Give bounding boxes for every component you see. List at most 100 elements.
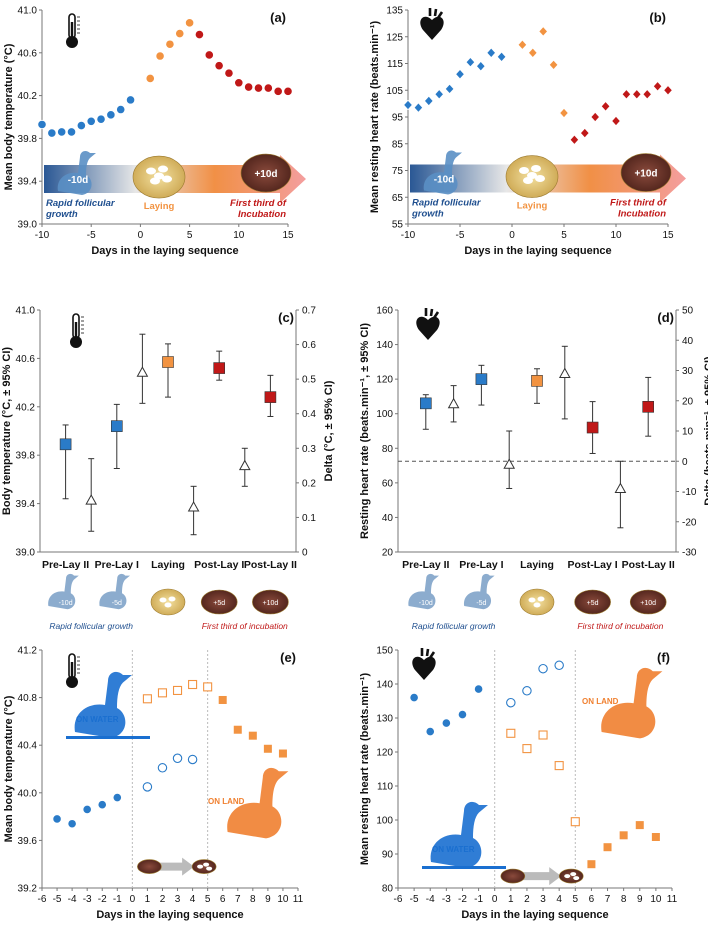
- y-tick-label: 140: [376, 340, 393, 351]
- goose-body: [423, 150, 462, 195]
- egg: [531, 165, 541, 173]
- day-offset-label: +10d: [640, 600, 656, 607]
- data-point: [165, 39, 175, 49]
- x-tick-label: -6: [394, 894, 403, 905]
- goose-icon: [74, 671, 132, 738]
- y-tick-label: 40.4: [18, 741, 38, 752]
- y2-tick-label: -20: [682, 517, 697, 528]
- day-offset-label: +5d: [587, 600, 599, 607]
- mean-point: [475, 373, 488, 385]
- goose-body: [57, 150, 96, 196]
- data-point: [455, 69, 465, 80]
- incubating-goose-icon: [252, 589, 289, 615]
- on-land-label: ON LAND: [208, 797, 245, 806]
- data-point: [621, 89, 632, 100]
- egg: [197, 864, 204, 869]
- data-point: [253, 83, 264, 93]
- x-tick-label: 5: [573, 894, 579, 905]
- data-point: [155, 51, 165, 61]
- data-point: [457, 709, 468, 720]
- mean-point: [419, 397, 432, 410]
- pre-phase-label: Rapid follicular: [46, 198, 116, 209]
- x-tick-label: 0: [138, 230, 144, 241]
- data-point: [522, 686, 532, 696]
- y2-tick-label: 0.6: [302, 340, 316, 351]
- y-tick-label: 39.0: [16, 548, 36, 559]
- category-label: Post-Lay II: [244, 559, 297, 571]
- egg: [164, 602, 172, 608]
- data-point: [424, 95, 434, 106]
- thermometer-icon: [66, 13, 80, 48]
- data-point: [157, 763, 168, 773]
- egg: [158, 165, 168, 173]
- x-tick-label: 2: [524, 894, 530, 905]
- data-point: [580, 128, 590, 139]
- x-tick-label: -6: [38, 894, 47, 905]
- y-tick-label: 40: [382, 513, 394, 524]
- data-point: [611, 115, 621, 127]
- data-point: [632, 89, 642, 100]
- x-tick-label: -1: [474, 894, 483, 905]
- delta-point: [136, 366, 149, 377]
- data-point: [175, 28, 185, 39]
- heart-shape: [420, 16, 444, 40]
- data-point: [548, 59, 559, 70]
- x-tick-label: -5: [456, 230, 465, 241]
- delta-point: [85, 494, 98, 505]
- data-point: [413, 102, 424, 113]
- goose-icon: [408, 573, 439, 610]
- data-point: [517, 39, 528, 50]
- x-tick-label: 11: [293, 894, 304, 905]
- goose-body: [227, 767, 289, 839]
- data-point: [203, 682, 213, 692]
- goose-body: [74, 671, 132, 738]
- delta-point: [187, 501, 200, 512]
- egg: [162, 175, 172, 183]
- heart-icon: [412, 648, 436, 680]
- goose-icon: [430, 801, 488, 868]
- footer-pre-label: Rapid follicular growth: [49, 621, 133, 631]
- y-tick-label: 40.6: [16, 354, 36, 365]
- y-tick-label: 39.4: [16, 499, 36, 510]
- data-point: [57, 127, 67, 137]
- goose-icon: [423, 150, 462, 195]
- panel-label: (a): [270, 10, 286, 25]
- incubating-goose-icon-body: [200, 589, 238, 615]
- chart-0: 39.0 39.4 39.8 40.2 40.6 41.0 Mean body temper…: [3, 6, 306, 257]
- y-tick-label: 55: [392, 220, 404, 231]
- y-tick-label: 40.2: [16, 402, 36, 413]
- x-tick-label: -10: [35, 230, 50, 241]
- y-tick-label: 39.6: [18, 836, 38, 847]
- x-tick-label: -1: [113, 894, 122, 905]
- y-tick-label: 39.8: [18, 134, 38, 145]
- pre-phase-label-2: growth: [45, 209, 78, 220]
- data-point: [218, 695, 227, 704]
- mean-point: [59, 438, 72, 451]
- x-tick-label: -5: [410, 894, 419, 905]
- x-tick-label: 5: [205, 894, 211, 905]
- mean-point: [111, 420, 123, 432]
- data-point: [486, 47, 496, 58]
- x-tick-label: 11: [667, 894, 678, 905]
- post-days-label: +10d: [254, 169, 277, 180]
- y2-tick-label: 50: [682, 306, 694, 317]
- goose-body: [99, 573, 130, 610]
- laying-nest-icon-body: [150, 588, 186, 616]
- category-label: Post-Lay I: [568, 559, 618, 571]
- data-point: [273, 86, 283, 96]
- data-point: [528, 47, 538, 58]
- y-tick-label: 39.4: [18, 177, 38, 188]
- x-tick-label: -3: [83, 894, 92, 905]
- x-tick-label: 6: [220, 894, 226, 905]
- y-tick-label: 39.2: [18, 884, 38, 895]
- incubating-goose-icon-body: [629, 589, 667, 615]
- egg-nest-icon-body: [191, 859, 217, 874]
- footer-post-label: First third of incubation: [202, 621, 288, 631]
- y-tick-label: 135: [386, 6, 403, 17]
- x-tick-label: 10: [277, 894, 289, 905]
- x-tick-label: 2: [160, 894, 166, 905]
- y2-tick-label: 0: [682, 457, 688, 468]
- egg: [203, 862, 210, 867]
- day-offset-label: +5d: [213, 600, 225, 607]
